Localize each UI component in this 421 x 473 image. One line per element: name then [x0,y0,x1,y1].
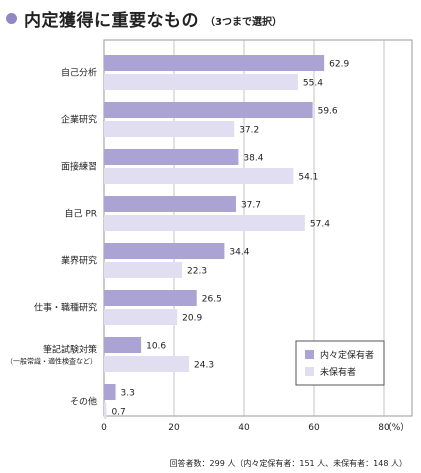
bar-value-label: 22.3 [187,267,207,277]
bar [104,356,190,372]
legend-swatch [305,367,314,376]
bar [104,149,239,165]
chart-subtitle: （3つまで選択） [205,16,282,28]
chart-title: 内定獲得に重要なもの [24,10,199,31]
bar [104,215,305,231]
bar-value-label: 24.3 [194,361,214,371]
bar-value-label: 57.4 [310,220,330,230]
bar [104,384,116,400]
bar [104,55,325,71]
category-label: その他 [70,396,97,408]
bar [104,309,178,325]
bar-value-label: 62.9 [329,60,349,70]
bar-value-label: 37.7 [241,201,261,211]
legend-entry: 未保有者 [320,366,356,378]
bar-value-label: 0.7 [111,408,125,418]
legend-entry: 内々定保有者 [320,349,374,361]
bar [104,337,142,353]
legend-box [295,340,385,386]
bullet-dot-icon [6,12,17,24]
legend-swatch [305,350,314,359]
bar [104,290,197,306]
bar [104,121,235,137]
category-label: 業界研究 [61,255,97,267]
category-label: 企業研究 [61,114,97,126]
bar [104,262,183,278]
bar-value-label: 26.5 [202,295,222,305]
bar-value-label: 10.6 [146,342,166,352]
category-label: 仕事・職種研究 [34,302,97,314]
category-label: 面接練習 [61,161,97,173]
x-tick-label: 80 [378,423,390,433]
x-tick-label: 20 [168,423,180,433]
x-tick-label: 0 [101,423,107,433]
bar-value-label: 37.2 [239,126,259,136]
respondent-footnote: 回答者数：299 人（内々定保有者：151 人、未保有者：148 人） [169,459,407,468]
bar-value-label: 55.4 [303,79,323,89]
category-label: 自己 PR [64,208,97,220]
bar [104,403,107,419]
bar-value-label: 34.4 [229,248,249,258]
bar [104,168,294,184]
x-unit-label: （%） [383,422,410,433]
bar [104,74,298,90]
category-label: 自己分析 [61,67,97,79]
x-tick-label: 60 [308,423,320,433]
bar-value-label: 59.6 [318,107,338,117]
category-sublabel: （一般常識・適性検査など） [6,357,97,366]
bar [104,243,225,259]
title-bar: 内定獲得に重要なもの （3つまで選択） [6,6,282,31]
category-label: 筆記試験対策 [43,344,97,356]
x-tick-label: 40 [238,423,250,433]
bar [104,196,236,212]
bar-value-label: 38.4 [243,154,263,164]
bar-value-label: 20.9 [182,314,202,324]
bar [104,102,313,118]
bar-value-label: 3.3 [121,389,135,399]
bar-value-label: 54.1 [298,173,318,183]
